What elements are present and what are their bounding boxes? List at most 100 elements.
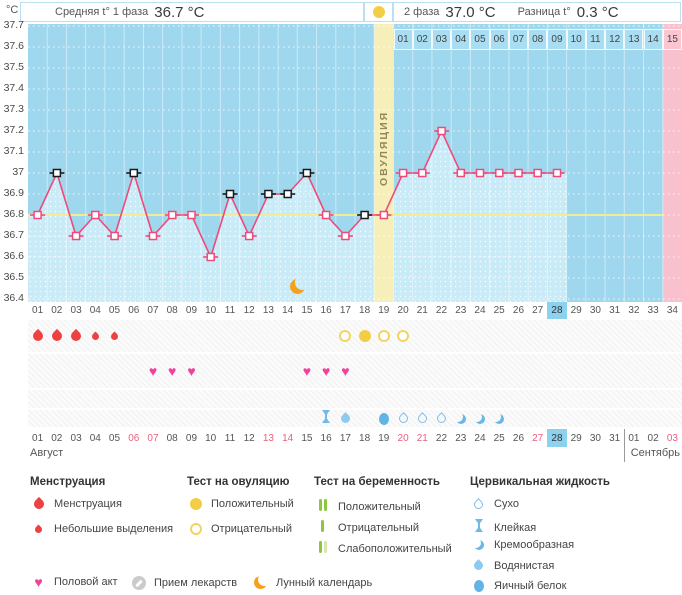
date-cell[interactable]: 03	[70, 432, 82, 444]
temp-marker-day-10[interactable]	[206, 252, 215, 262]
cervical-day-cell[interactable]	[374, 410, 393, 427]
menstruation-day-cell[interactable]	[28, 320, 47, 352]
cycle-day-cell[interactable]: 19	[378, 305, 390, 316]
cycle-day-cell[interactable]: 18	[359, 305, 371, 316]
cycle-day-cell[interactable]: 28	[547, 302, 567, 319]
cycle-day-cell[interactable]: 10	[205, 305, 217, 316]
date-cell[interactable]: 23	[455, 432, 467, 444]
temp-marker-day-7[interactable]	[148, 231, 158, 241]
cycle-day-cell[interactable]: 31	[609, 305, 621, 316]
temp-marker-day-5[interactable]	[110, 231, 119, 241]
date-cell[interactable]: 10	[205, 432, 217, 444]
temp-marker-day-6[interactable]	[129, 168, 139, 178]
temp-marker-day-13[interactable]	[264, 189, 273, 199]
date-cell[interactable]: 21	[416, 432, 428, 444]
date-cell[interactable]: 11	[224, 432, 236, 444]
cycle-day-cell[interactable]: 05	[108, 305, 121, 316]
menstruation-day-cell[interactable]	[47, 320, 66, 352]
date-cell[interactable]: 30	[589, 432, 601, 444]
date-cell[interactable]: 09	[185, 432, 198, 444]
cervical-day-cell[interactable]	[451, 410, 470, 427]
date-cell[interactable]: 16	[320, 432, 332, 444]
date-cell[interactable]: 18	[359, 432, 371, 444]
temperature-chart-plot[interactable]: ОВУЛЯЦИЯ 01 02 03 04 05 06 07 08 09 10 11 12 13 14 15	[28, 24, 682, 302]
cycle-day-cell[interactable]: 34	[666, 305, 678, 316]
ovulation-test-day-cell[interactable]	[355, 320, 374, 352]
cervical-day-cell[interactable]	[490, 410, 509, 427]
temp-marker-day-9[interactable]	[187, 210, 196, 220]
cycle-day-cell[interactable]: 03	[70, 305, 82, 316]
temp-marker-day-2[interactable]	[52, 168, 62, 178]
cycle-day-cell[interactable]: 11	[224, 305, 236, 316]
date-cell[interactable]: 05	[108, 432, 121, 444]
temp-marker-day-22[interactable]	[437, 126, 446, 136]
date-cell[interactable]: 25	[493, 432, 505, 444]
date-cell[interactable]: 04	[89, 432, 101, 444]
temp-marker-day-26[interactable]	[514, 168, 523, 178]
ovulation-test-day-cell[interactable]	[336, 320, 355, 352]
cycle-day-cell[interactable]: 02	[51, 305, 63, 316]
intercourse-day-cell[interactable]: ♥	[317, 354, 336, 388]
temp-marker-day-3[interactable]	[71, 231, 81, 241]
date-cell[interactable]: 31	[609, 432, 621, 444]
temp-marker-day-20[interactable]	[398, 168, 408, 178]
ovulation-test-day-cell[interactable]	[374, 320, 393, 352]
temp-marker-day-27[interactable]	[533, 168, 542, 178]
date-cell[interactable]: 29	[570, 432, 582, 444]
temp-marker-day-12[interactable]	[244, 231, 254, 241]
cycle-day-cell[interactable]: 26	[512, 305, 525, 316]
temp-marker-day-16[interactable]	[321, 210, 331, 220]
date-cell[interactable]: 12	[243, 432, 255, 444]
intercourse-day-cell[interactable]: ♥	[297, 354, 316, 388]
temp-marker-day-4[interactable]	[91, 210, 100, 220]
intercourse-day-cell[interactable]: ♥	[163, 354, 182, 388]
temp-marker-day-11[interactable]	[225, 189, 235, 199]
date-cell[interactable]: 17	[339, 432, 351, 444]
cycle-day-cell[interactable]: 12	[243, 305, 255, 316]
temp-marker-day-25[interactable]	[495, 168, 504, 178]
cycle-day-cell[interactable]: 24	[474, 305, 486, 316]
cycle-day-cell[interactable]: 16	[320, 305, 332, 316]
date-cell[interactable]: 28	[547, 429, 567, 447]
cycle-day-cell[interactable]: 09	[185, 305, 198, 316]
temp-marker-day-18[interactable]	[360, 210, 369, 220]
temp-marker-day-28[interactable]	[552, 168, 562, 178]
date-cell[interactable]: 22	[435, 432, 448, 444]
date-cell[interactable]: 27	[532, 432, 544, 444]
temp-marker-day-19[interactable]	[379, 210, 389, 220]
cycle-day-cell[interactable]: 33	[647, 305, 659, 316]
cervical-day-cell[interactable]	[470, 410, 489, 427]
date-cell[interactable]: 13	[262, 432, 274, 444]
cycle-day-cell[interactable]: 13	[262, 305, 274, 316]
cycle-day-cell[interactable]: 04	[89, 305, 101, 316]
date-cell[interactable]: 01	[32, 432, 44, 444]
date-cell[interactable]: 01	[628, 432, 640, 444]
temp-marker-day-24[interactable]	[475, 168, 485, 178]
cycle-day-cell[interactable]: 01	[32, 305, 44, 316]
date-cell[interactable]: 07	[147, 432, 159, 444]
cycle-day-cell[interactable]: 07	[147, 305, 159, 316]
cycle-day-cell[interactable]: 06	[128, 305, 140, 316]
date-cell[interactable]: 20	[397, 432, 409, 444]
temp-marker-day-1[interactable]	[33, 210, 42, 220]
intercourse-day-cell[interactable]: ♥	[182, 354, 201, 388]
date-cell[interactable]: 15	[301, 432, 313, 444]
cycle-day-cell[interactable]: 30	[589, 305, 601, 316]
date-cell[interactable]: 03	[666, 432, 678, 444]
cycle-day-cell[interactable]: 25	[493, 305, 505, 316]
cervical-day-cell[interactable]	[432, 410, 451, 427]
date-cell[interactable]: 02	[51, 432, 63, 444]
menstruation-day-cell[interactable]	[86, 320, 105, 352]
temp-marker-day-21[interactable]	[418, 168, 427, 178]
temp-marker-day-15[interactable]	[302, 168, 312, 178]
menstruation-day-cell[interactable]	[105, 320, 124, 352]
date-cell[interactable]: 02	[647, 432, 659, 444]
date-cell[interactable]: 06	[128, 432, 140, 444]
cervical-day-cell[interactable]	[317, 409, 336, 427]
cycle-day-cell[interactable]: 29	[570, 305, 582, 316]
date-cell[interactable]: 26	[512, 432, 525, 444]
cycle-day-cell[interactable]: 27	[532, 305, 544, 316]
temp-marker-day-17[interactable]	[341, 231, 350, 241]
temp-marker-day-8[interactable]	[168, 210, 177, 220]
intercourse-day-cell[interactable]: ♥	[143, 354, 162, 388]
